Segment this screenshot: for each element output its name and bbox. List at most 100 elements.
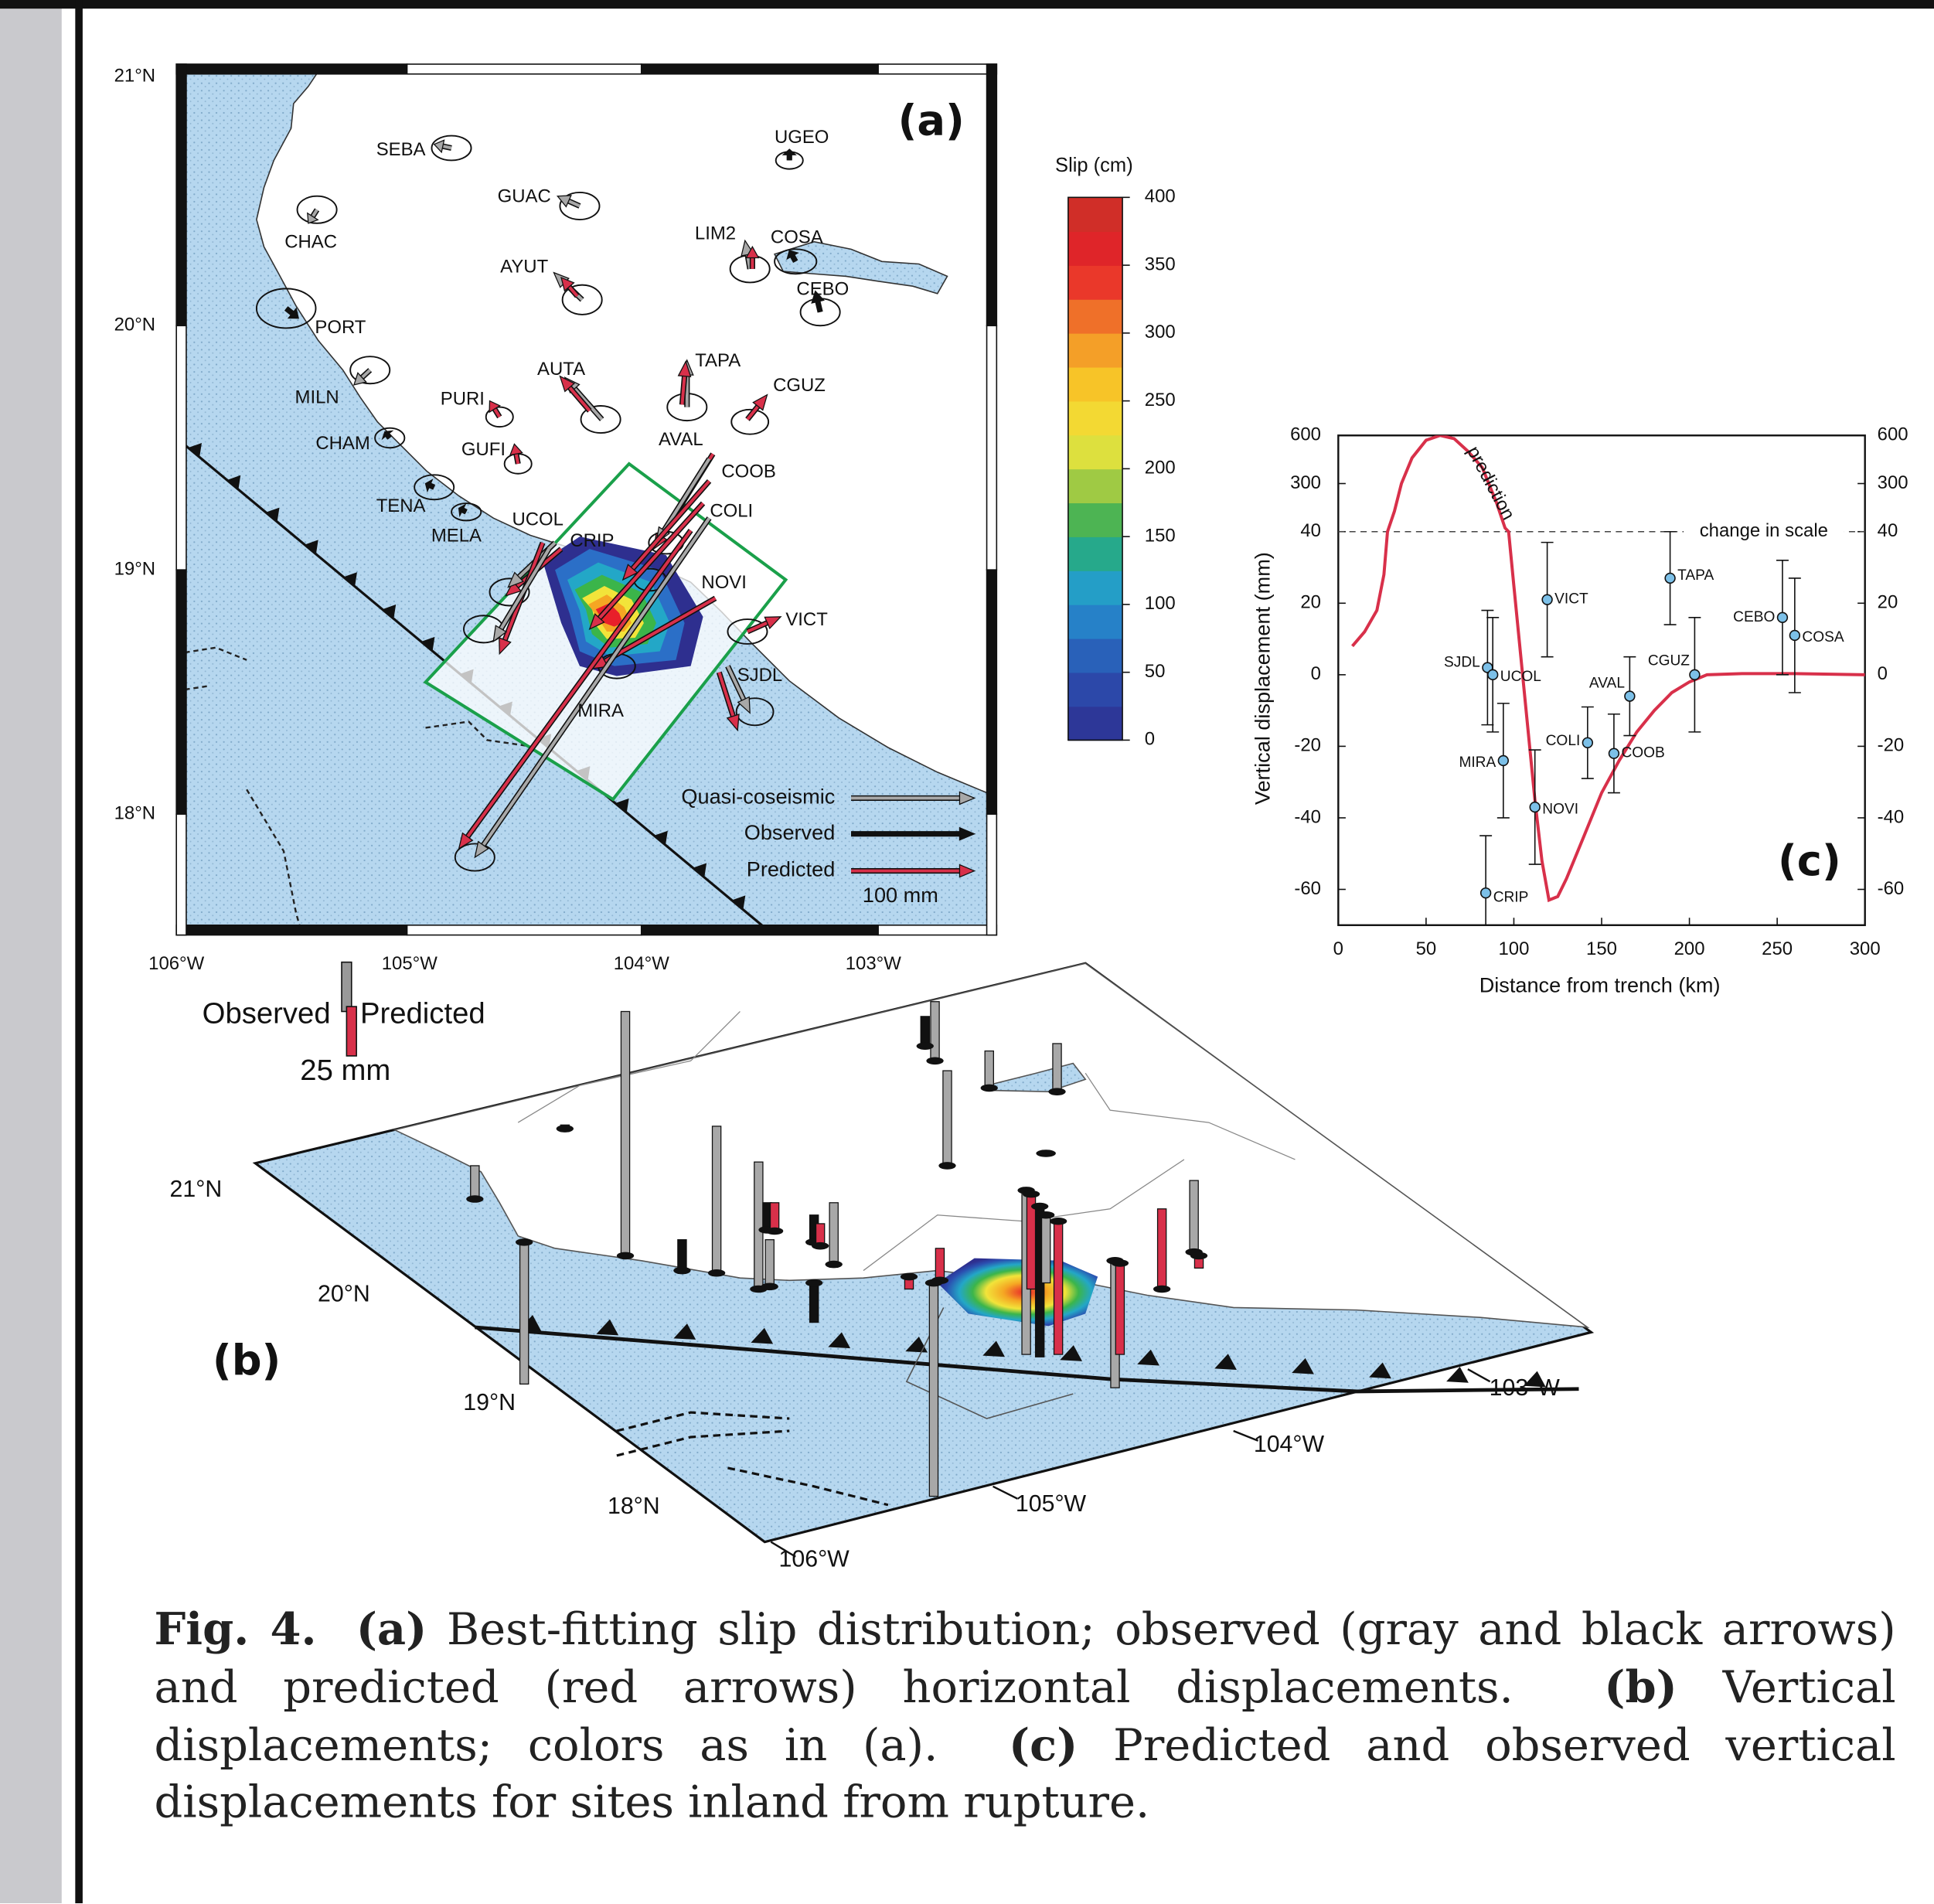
point-label: AVAL [1589,676,1625,692]
observed-point [1609,748,1619,758]
side-strip [0,0,62,1903]
vertical-bar [985,1051,993,1088]
observed-point [1481,888,1491,898]
border-segment [642,64,878,74]
border-segment [176,325,186,570]
lon-label: 104°W [614,953,669,974]
vertical-bar [943,1071,952,1166]
bar-base [1023,1190,1040,1198]
y2-tick-label: 20 [1878,592,1898,613]
lon-label: 104°W [1254,1432,1325,1457]
arrow-shaft [430,485,434,487]
station-label: LIM2 [695,223,736,244]
y2-tick-label: 600 [1878,424,1908,445]
vertical-bar [678,1240,686,1271]
lat-label: 18°N [608,1494,660,1519]
vertical-bar [935,1248,944,1280]
y2-tick-label: 0 [1878,663,1888,684]
vertical-bar [621,1011,629,1255]
bar-base [938,1162,955,1170]
vertical-bar [1190,1180,1198,1252]
station-label: CHAM [315,433,369,454]
x-tick-label: 200 [1674,938,1705,959]
arrow-shaft [387,434,390,438]
vertical-bar [929,1283,938,1497]
x-tick-label: 300 [1850,938,1881,959]
observed-point [1542,594,1552,605]
station-label: CRIP [570,530,614,551]
point-label: CGUZ [1648,652,1690,669]
panel-label: (b) [213,1336,281,1385]
legend-predicted: Predicted [747,857,836,881]
station-label: MILN [295,387,339,408]
border-segment [642,925,878,935]
lon-label: 106°W [148,953,204,974]
point-label: CEBO [1733,609,1775,625]
station-label: MELA [431,525,482,546]
border-segment [987,64,997,325]
arrow-shaft [443,146,451,148]
point-label: COOB [1621,745,1664,761]
colorbar-band [1068,639,1122,673]
vertical-bar [754,1162,763,1289]
legend-observed: Observed [744,820,836,844]
observed-point [1625,691,1635,701]
colorbar-tick-label: 100 [1145,593,1176,614]
bar-base [557,1125,574,1133]
colorbar-band [1068,401,1122,436]
vertical-bar [520,1242,529,1385]
point-label: TAPA [1677,567,1714,584]
y-tick-label: 600 [1290,424,1321,445]
point-label: MIRA [1459,754,1496,771]
station-label: TENA [376,496,426,516]
caption-part-label: (b) [1604,1661,1677,1713]
bar-base [516,1238,533,1246]
arrow-shaft [462,510,466,512]
colorbar-tick-label: 150 [1145,525,1176,546]
colorbar-band [1068,197,1122,232]
point-label: VICT [1554,591,1588,608]
point-label: COSA [1802,629,1844,645]
legend-bar-observed [342,962,352,1012]
graticule-tick [1468,1369,1490,1381]
caption-label: Fig. 4. [154,1603,316,1655]
colorbar-band [1068,536,1122,571]
colorbar-band [1068,434,1122,469]
vertical-bar [765,1240,774,1287]
observed-point [1778,612,1788,622]
bar-base [1190,1252,1207,1260]
bar-base [826,1261,843,1269]
panel-label: (a) [898,97,965,145]
border-segment [407,925,642,935]
station-label: TAPA [695,350,741,371]
border-segment [176,570,186,814]
colorbar-band [1068,571,1122,605]
point-label: UCOL [1500,669,1541,685]
station-label: COOB [721,461,775,482]
bar-base [812,1242,829,1250]
lon-label: 105°W [1016,1491,1087,1517]
border-segment [878,925,996,935]
lat-label: 21°N [170,1177,223,1202]
caption-part-label: (a) [356,1603,427,1655]
colorbar-band [1068,673,1122,707]
station-label: GUFI [461,439,506,460]
station-label: AYUT [500,257,548,278]
legend-predicted: Predicted [360,996,485,1030]
vertical-bar [771,1203,779,1231]
border-segment [176,64,407,74]
point-label: NOVI [1542,801,1578,817]
frame-left [75,0,83,1903]
bar-base [1036,1150,1056,1157]
panel-c: 050100150200250300-60-60-40-40-20-200020… [1251,424,1908,997]
x-tick-label: 150 [1586,938,1617,959]
colorbar-band [1068,299,1122,334]
y2-tick-label: 300 [1878,472,1908,493]
frame-top [0,0,1934,9]
station-label: COSA [771,227,823,247]
colorbar-tick-label: 0 [1145,729,1155,750]
colorbar-tick-label: 50 [1145,661,1166,682]
y-tick-label: 0 [1311,663,1321,684]
page: (a) SEBAGUACUGEOCHACLIM2COSAAYUTCEBOPORT… [0,0,1934,1904]
